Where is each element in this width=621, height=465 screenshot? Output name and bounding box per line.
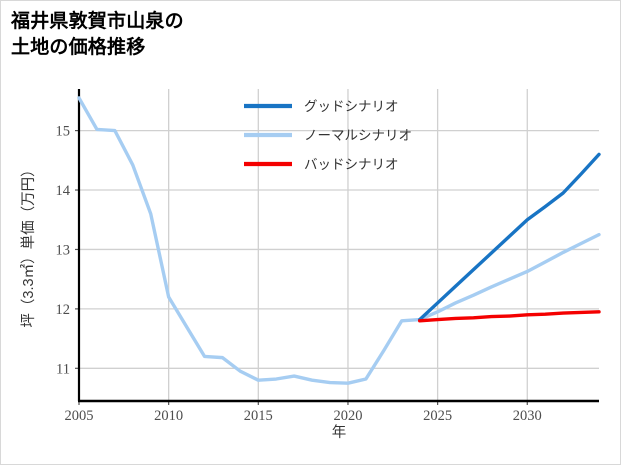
legend-label: ノーマルシナリオ: [304, 128, 412, 143]
axis-lines: [77, 89, 599, 403]
series-line: [417, 152, 601, 322]
y-tick-label: 14: [56, 183, 71, 199]
y-tick-label: 13: [56, 242, 71, 258]
legend-label: バッドシナリオ: [304, 157, 399, 172]
x-tick-label: 2030: [513, 408, 542, 424]
y-tick-label: 12: [56, 302, 71, 318]
y-axis-label: 坪（3.3㎡）単価（万円）: [20, 162, 37, 327]
title-line-1: 福井県敦賀市山泉の: [11, 11, 184, 32]
y-tick-label: 11: [56, 361, 70, 377]
x-axis-label: 年: [332, 424, 347, 441]
series-line: [417, 310, 601, 323]
x-tick-label: 2010: [154, 408, 183, 424]
data-series-layer: [77, 96, 601, 385]
y-tick-labels: 11 12 13 14 15: [56, 124, 71, 378]
x-tick-label: 2025: [423, 408, 452, 424]
x-tick-label: 2015: [244, 408, 273, 424]
series-line: [77, 96, 601, 385]
gridlines: [75, 89, 599, 405]
page-title: 福井県敦賀市山泉の 土地の価格推移: [11, 9, 184, 61]
x-tick-label: 2005: [65, 408, 94, 424]
y-tick-label: 15: [56, 124, 71, 140]
x-tick-labels: 2005 2010 2015 2020 2025 2030: [65, 408, 542, 424]
legend-label: グッドシナリオ: [304, 99, 399, 114]
x-tick-label: 2020: [333, 408, 362, 424]
title-line-2: 土地の価格推移: [11, 37, 146, 59]
